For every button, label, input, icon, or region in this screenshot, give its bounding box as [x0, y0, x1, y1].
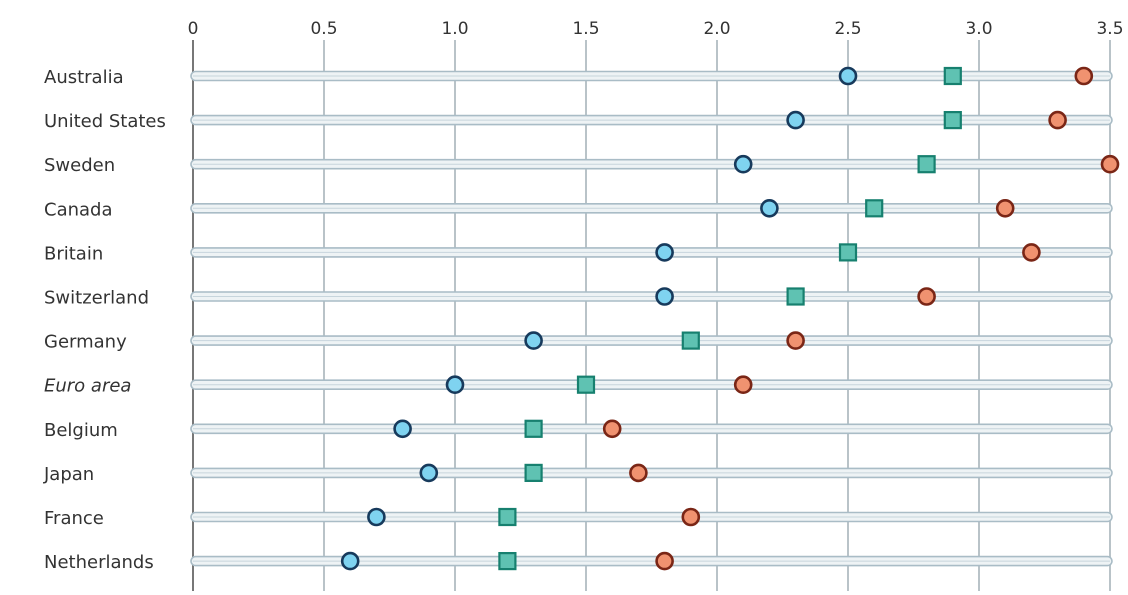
orange-circle-marker: [733, 375, 753, 395]
square-marker: [943, 110, 962, 130]
row-britain: Britain: [44, 243, 1113, 264]
orange-circle-marker: [655, 551, 674, 571]
orange-circle-marker: [629, 463, 648, 483]
blue-circle-marker: [760, 199, 779, 218]
category-label: United States: [44, 111, 166, 132]
category-label: Canada: [44, 199, 113, 220]
orange-circle-marker: [1100, 154, 1120, 174]
blue-circle-marker: [445, 375, 465, 395]
row-netherlands: Netherlands: [44, 551, 1113, 573]
category-label: Euro area: [44, 376, 131, 397]
row-australia: Australia: [44, 66, 1113, 88]
blue-circle-marker: [524, 331, 543, 350]
x-tick-label: 0.5: [310, 19, 337, 39]
square-marker: [498, 507, 517, 527]
x-tick-label: 1.0: [441, 19, 468, 39]
blue-circle-marker: [733, 154, 753, 174]
orange-circle-marker: [681, 507, 701, 527]
category-label: Japan: [43, 464, 94, 485]
category-label: Australia: [44, 67, 124, 88]
square-marker: [786, 287, 805, 306]
square-marker: [524, 419, 543, 438]
square-marker: [917, 155, 936, 174]
x-tick-label: 2.0: [703, 19, 730, 39]
square-marker: [943, 66, 962, 86]
orange-circle-marker: [602, 419, 622, 439]
row-switzerland: Switzerland: [44, 287, 1113, 309]
square-marker: [524, 463, 543, 482]
category-label: Sweden: [44, 155, 115, 176]
category-label: Germany: [44, 332, 127, 353]
blue-circle-marker: [419, 463, 439, 483]
orange-circle-marker: [786, 331, 805, 350]
orange-circle-marker: [995, 199, 1015, 218]
row-france: France: [44, 507, 1113, 529]
gridlines: [192, 40, 1111, 591]
blue-circle-marker: [655, 287, 674, 306]
blue-circle-marker: [393, 419, 412, 439]
square-marker: [498, 551, 517, 571]
blue-circle-marker: [838, 66, 858, 86]
rows: Australia United States Sweden Canada Britai…: [43, 66, 1120, 573]
orange-circle-marker: [1074, 66, 1094, 86]
orange-circle-marker: [917, 287, 936, 306]
category-label: Britain: [44, 243, 103, 264]
row-sweden: Sweden: [44, 154, 1120, 176]
category-label: Netherlands: [44, 552, 154, 573]
x-tick-label: 1.5: [572, 19, 599, 39]
x-tick-label: 0: [188, 19, 199, 39]
square-marker: [576, 375, 596, 394]
row-belgium: Belgium: [44, 419, 1113, 441]
square-marker: [865, 199, 884, 218]
blue-circle-marker: [655, 243, 674, 262]
row-japan: Japan: [43, 463, 1113, 485]
x-tick-label: 3.0: [965, 19, 992, 39]
category-label: Switzerland: [44, 288, 149, 309]
square-marker: [838, 243, 858, 262]
row-united-states: United States: [44, 110, 1113, 132]
x-tick-label: 2.5: [834, 19, 861, 39]
category-label: Belgium: [44, 420, 118, 441]
row-germany: Germany: [44, 331, 1113, 353]
blue-circle-marker: [367, 507, 386, 527]
x-tick-label: 3.5: [1096, 19, 1123, 39]
row-euro-area: Euro area: [44, 375, 1113, 397]
category-label: France: [44, 508, 104, 529]
blue-circle-marker: [340, 551, 360, 571]
orange-circle-marker: [1022, 243, 1041, 262]
blue-circle-marker: [786, 110, 805, 130]
row-canada: Canada: [44, 199, 1113, 220]
orange-circle-marker: [1048, 110, 1067, 130]
x-axis-ticks: 0 0.5 1.0 1.5 2.0 2.5 3.0 3.5: [188, 19, 1124, 39]
square-marker: [681, 331, 700, 350]
